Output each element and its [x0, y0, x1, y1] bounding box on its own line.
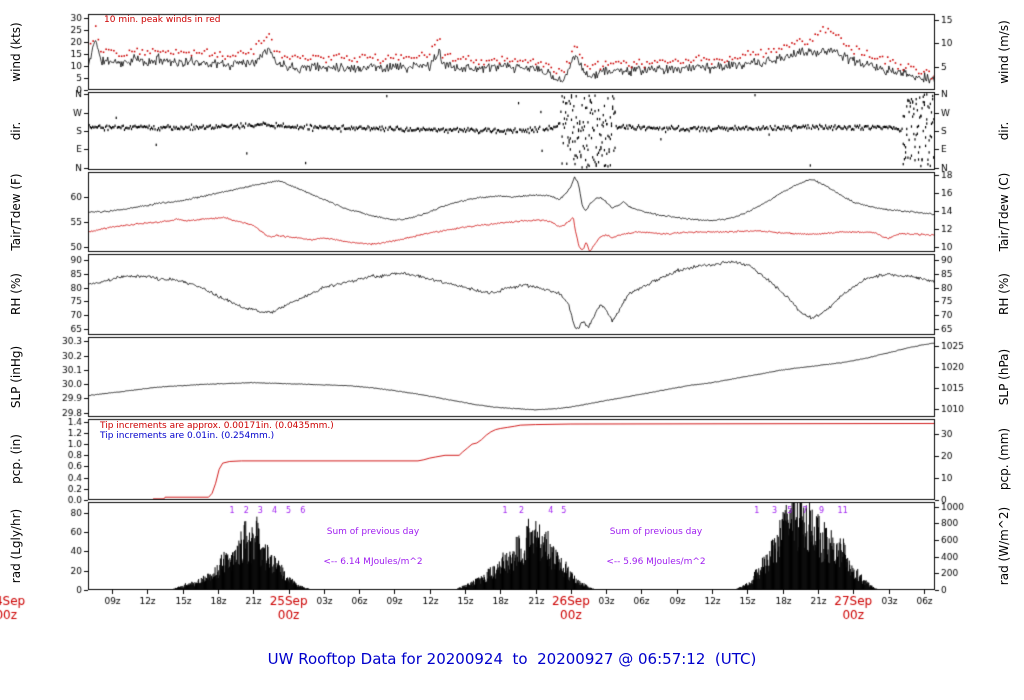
ylabel-rad-left: rad (Lgly/hr)	[9, 508, 23, 584]
rad-sum-note-1-line1: Sum of previous day	[326, 527, 420, 537]
ylabel-pcp-right: pcp. (mm)	[997, 427, 1011, 491]
ylabel-slp-left: SLP (inHg)	[9, 345, 23, 409]
ylabel-temp-left: Tair/Tdew (F)	[9, 173, 23, 251]
ylabel-dir-left: dir.	[9, 121, 23, 141]
rad-sum-note-1: Sum of previous day <-- 6.14 MJoules/m^2	[323, 507, 422, 587]
peak-winds-note: 10 min. peak winds in red	[104, 15, 221, 25]
chart-title: UW Rooftop Data for 20200924 to 20200927…	[267, 650, 757, 668]
ylabel-dir-right: dir.	[997, 121, 1011, 141]
ylabel-rh-left: RH (%)	[9, 273, 23, 315]
tip-increment-note-blue: Tip increments are 0.01in. (0.254mm.)	[100, 431, 275, 441]
ylabel-rad-right: rad (W/m^2)	[997, 506, 1011, 586]
tip-increment-note-red: Tip increments are approx. 0.00171in. (0…	[100, 421, 334, 431]
rad-sum-note-1-line2: <-- 6.14 MJoules/m^2	[323, 557, 423, 567]
ylabel-wind-left: wind (kts)	[9, 22, 23, 82]
rad-sum-note-2-line1: Sum of previous day	[609, 527, 703, 537]
ylabel-pcp-left: pcp. (in)	[9, 434, 23, 484]
ylabel-temp-right: Tair/Tdew (C)	[997, 172, 1011, 252]
rad-sum-note-2: Sum of previous day <-- 5.96 MJoules/m^2	[606, 507, 705, 587]
ylabel-slp-right: SLP (hPa)	[997, 348, 1011, 406]
ylabel-wind-right: wind (m/s)	[997, 20, 1011, 84]
plot-canvas	[0, 0, 1024, 645]
ylabel-rh-right: RH (%)	[997, 273, 1011, 315]
rad-sum-note-2-line2: <-- 5.96 MJoules/m^2	[606, 557, 706, 567]
